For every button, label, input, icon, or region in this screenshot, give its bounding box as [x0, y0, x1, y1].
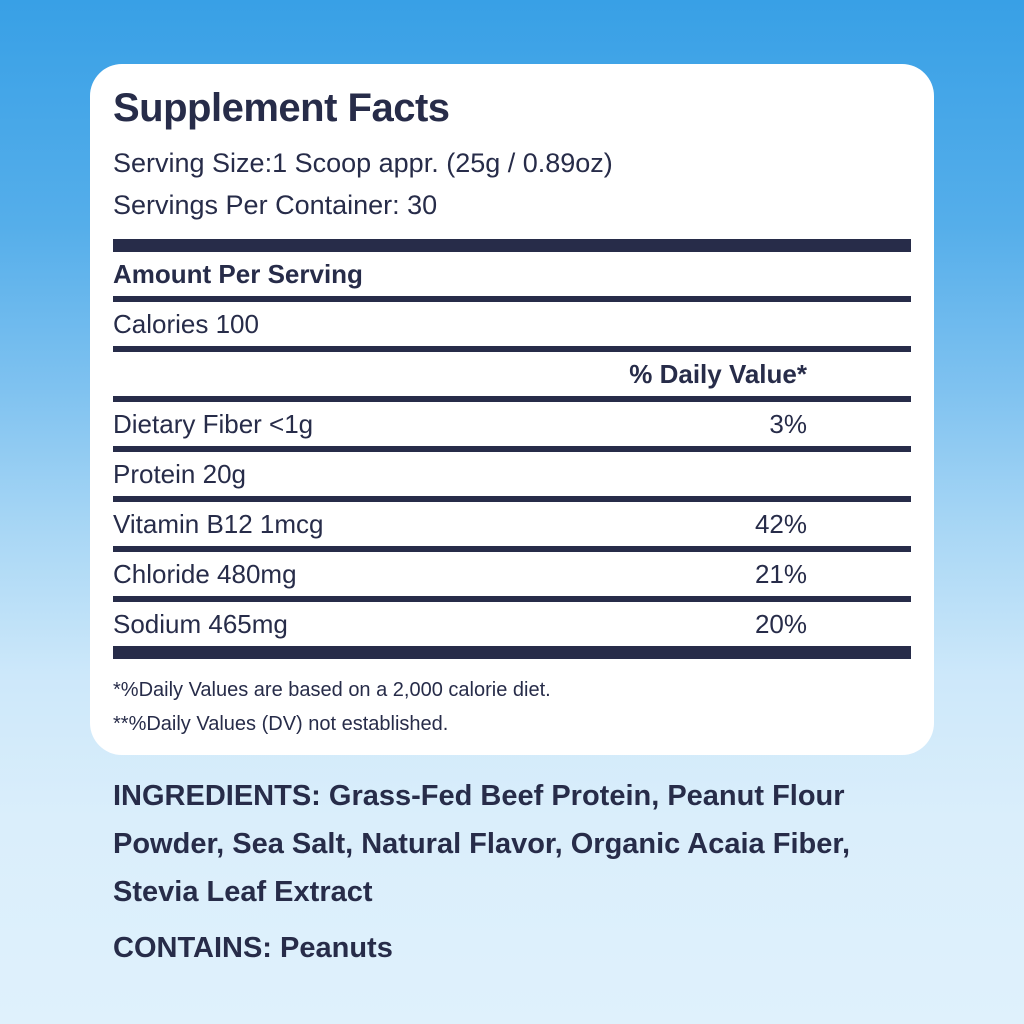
footnote-daily-values: *%Daily Values are based on a 2,000 calo… — [113, 679, 551, 701]
table-row: Chloride 480mg 21% — [113, 552, 911, 602]
nutrient-value: 42% — [754, 508, 807, 539]
daily-value-header-row: % Daily Value* — [113, 352, 911, 402]
table-row: Vitamin B12 1mcg 42% — [113, 502, 911, 552]
nutrient-value: 3% — [769, 408, 807, 439]
divider-thick-top — [113, 239, 911, 252]
table-row: Protein 20g — [113, 452, 911, 502]
supplement-facts-panel: Supplement Facts Serving Size:1 Scoop ap… — [90, 64, 934, 755]
nutrient-value: 20% — [754, 608, 807, 639]
contains-text: CONTAINS: Peanuts — [113, 932, 393, 964]
table-row: Dietary Fiber <1g 3% — [113, 402, 911, 452]
amount-per-serving-row: Amount Per Serving — [113, 252, 911, 302]
nutrient-name: Sodium 465mg — [113, 608, 288, 639]
divider-thick-bottom — [113, 646, 911, 659]
nutrient-name: Dietary Fiber <1g — [113, 408, 314, 439]
nutrient-name: Vitamin B12 1mcg — [113, 508, 324, 539]
daily-value-header: % Daily Value* — [629, 358, 807, 389]
footnote-dv-not-established: **%Daily Values (DV) not established. — [113, 713, 449, 735]
nutrient-value: 21% — [754, 558, 807, 589]
nutrient-name: Protein 20g — [113, 458, 246, 489]
calories-label: Calories 100 — [113, 308, 259, 339]
panel-title: Supplement Facts — [113, 86, 450, 130]
servings-per-container-text: Servings Per Container: 30 — [113, 190, 438, 220]
footnotes: *%Daily Values are based on a 2,000 calo… — [113, 673, 911, 741]
calories-row: Calories 100 — [113, 302, 911, 352]
amount-per-serving-label: Amount Per Serving — [113, 258, 363, 289]
serving-size-text: Serving Size:1 Scoop appr. (25g / 0.89oz… — [113, 148, 613, 178]
ingredients-text: INGREDIENTS: Grass-Fed Beef Protein, Pea… — [113, 780, 851, 908]
table-row: Sodium 465mg 20% — [113, 602, 911, 646]
nutrient-name: Chloride 480mg — [113, 558, 297, 589]
